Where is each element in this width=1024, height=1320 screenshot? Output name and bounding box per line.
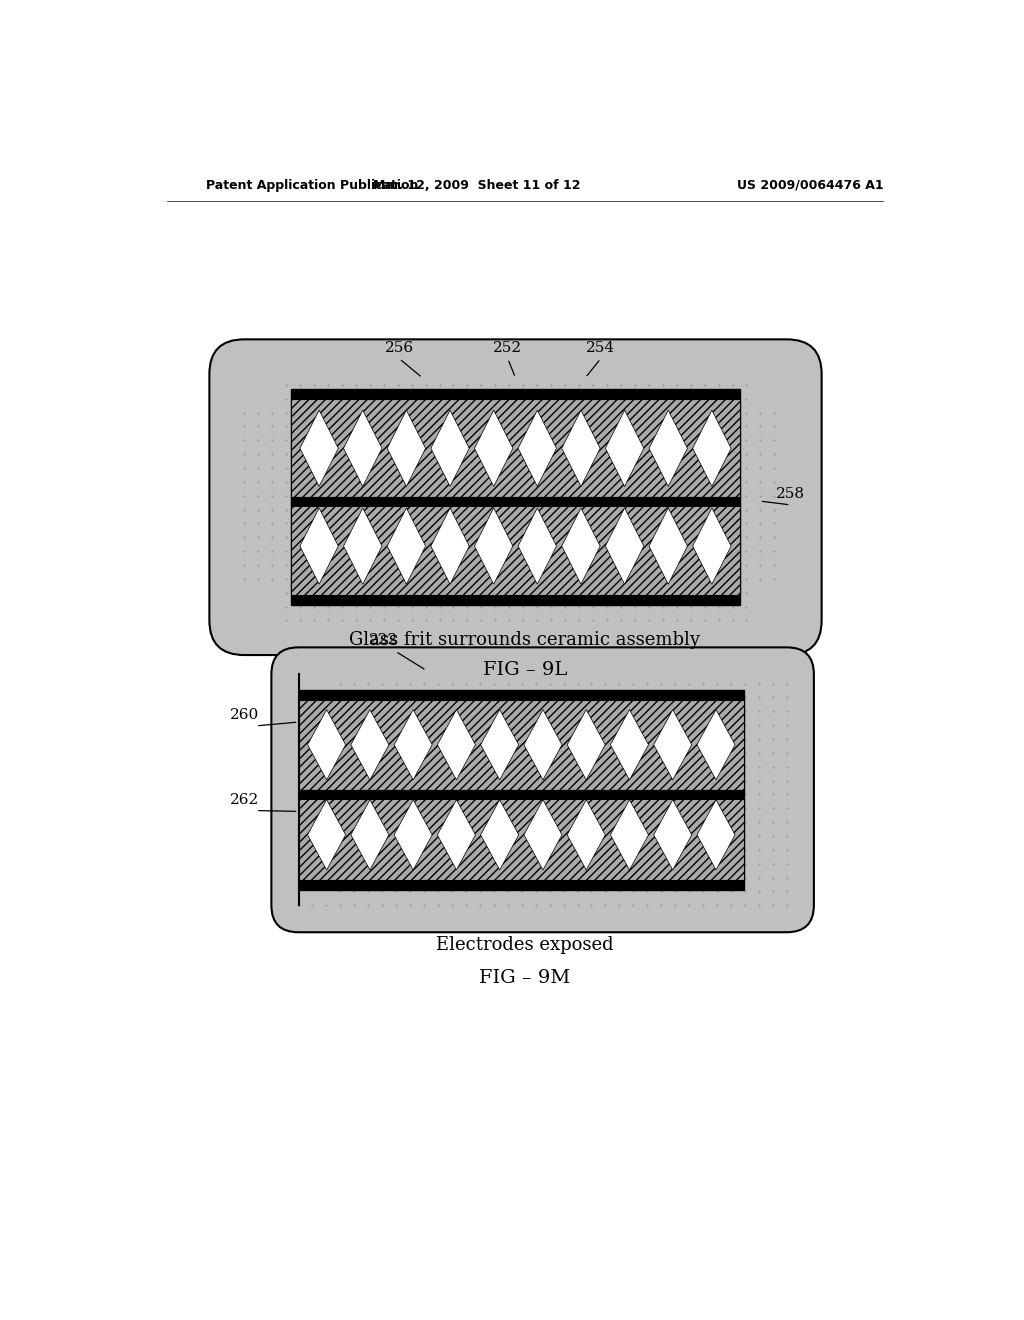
Text: 260: 260	[229, 708, 259, 722]
Bar	[299, 880, 744, 890]
Polygon shape	[394, 710, 432, 780]
Text: FIG – 9L: FIG – 9L	[482, 661, 567, 680]
Text: 262: 262	[229, 793, 259, 807]
Bar	[291, 389, 740, 605]
Polygon shape	[692, 508, 731, 585]
Polygon shape	[524, 710, 562, 780]
Polygon shape	[653, 710, 692, 780]
Bar	[299, 789, 744, 880]
Polygon shape	[474, 508, 513, 585]
Text: Electrodes exposed: Electrodes exposed	[436, 936, 613, 954]
Polygon shape	[480, 710, 519, 780]
Text: Mar. 12, 2009  Sheet 11 of 12: Mar. 12, 2009 Sheet 11 of 12	[373, 178, 581, 191]
Polygon shape	[344, 508, 382, 585]
Polygon shape	[437, 800, 475, 870]
Polygon shape	[300, 411, 338, 487]
Bar	[291, 675, 330, 906]
Polygon shape	[437, 710, 475, 780]
Polygon shape	[649, 411, 687, 487]
Bar	[291, 389, 740, 400]
Text: US 2009/0064476 A1: US 2009/0064476 A1	[736, 178, 884, 191]
Bar	[299, 700, 744, 789]
Polygon shape	[307, 800, 346, 870]
Polygon shape	[300, 508, 338, 585]
Polygon shape	[351, 710, 389, 780]
Text: FIG – 9M: FIG – 9M	[479, 969, 570, 987]
Polygon shape	[387, 508, 426, 585]
Bar	[291, 595, 740, 605]
Polygon shape	[344, 411, 382, 487]
Polygon shape	[605, 411, 644, 487]
Polygon shape	[351, 800, 389, 870]
Polygon shape	[480, 800, 519, 870]
FancyBboxPatch shape	[271, 647, 814, 932]
Polygon shape	[431, 508, 469, 585]
Bar	[291, 498, 740, 507]
FancyBboxPatch shape	[209, 339, 821, 655]
Polygon shape	[649, 508, 687, 585]
Bar	[291, 498, 740, 595]
Polygon shape	[518, 411, 556, 487]
Polygon shape	[610, 800, 648, 870]
Bar	[299, 689, 744, 890]
Polygon shape	[394, 800, 432, 870]
Bar	[299, 789, 744, 800]
Polygon shape	[518, 508, 556, 585]
Text: 222: 222	[369, 634, 398, 647]
Polygon shape	[307, 710, 346, 780]
Polygon shape	[567, 800, 605, 870]
Polygon shape	[562, 411, 600, 487]
Polygon shape	[524, 800, 562, 870]
Text: 252: 252	[494, 341, 522, 355]
Text: Patent Application Publication: Patent Application Publication	[206, 178, 418, 191]
Bar	[291, 400, 740, 498]
Bar	[299, 689, 744, 700]
Polygon shape	[387, 411, 426, 487]
Polygon shape	[567, 710, 605, 780]
Polygon shape	[697, 800, 735, 870]
Polygon shape	[692, 411, 731, 487]
Polygon shape	[431, 411, 469, 487]
Polygon shape	[474, 411, 513, 487]
Text: 256: 256	[385, 341, 414, 355]
Polygon shape	[605, 508, 644, 585]
Polygon shape	[610, 710, 648, 780]
Text: Glass frit surrounds ceramic assembly: Glass frit surrounds ceramic assembly	[349, 631, 700, 648]
Text: 258: 258	[776, 487, 805, 502]
Text: 254: 254	[586, 341, 615, 355]
Polygon shape	[653, 800, 692, 870]
Polygon shape	[697, 710, 735, 780]
Polygon shape	[562, 508, 600, 585]
